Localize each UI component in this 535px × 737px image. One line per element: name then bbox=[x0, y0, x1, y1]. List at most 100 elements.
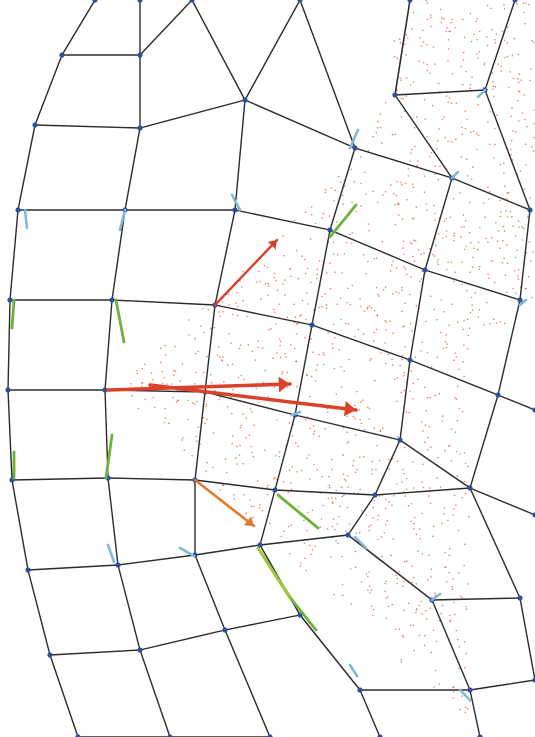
particle bbox=[461, 596, 464, 599]
particle bbox=[375, 468, 377, 471]
particle bbox=[402, 240, 405, 243]
particle bbox=[384, 102, 387, 104]
particle bbox=[432, 535, 434, 537]
particle bbox=[392, 260, 395, 263]
particle bbox=[471, 166, 474, 168]
particle bbox=[355, 390, 358, 393]
particle bbox=[489, 190, 491, 193]
particle bbox=[395, 194, 398, 197]
particle bbox=[428, 425, 431, 428]
particle bbox=[372, 190, 374, 192]
particle bbox=[486, 4, 489, 7]
particle bbox=[455, 356, 458, 358]
particle bbox=[458, 667, 460, 670]
particle bbox=[384, 590, 387, 593]
particle bbox=[285, 356, 288, 358]
particle bbox=[352, 415, 355, 418]
particle bbox=[503, 322, 506, 325]
particle bbox=[368, 529, 371, 532]
particle bbox=[329, 287, 332, 290]
particle bbox=[150, 372, 153, 374]
particle bbox=[240, 424, 242, 427]
particle bbox=[511, 215, 513, 218]
particle bbox=[450, 140, 453, 143]
particle bbox=[357, 328, 360, 331]
particle bbox=[502, 239, 504, 242]
particle bbox=[365, 193, 367, 196]
particle bbox=[165, 383, 168, 386]
particle bbox=[454, 27, 457, 29]
mesh-node bbox=[392, 92, 398, 98]
particle bbox=[484, 216, 486, 218]
particle bbox=[425, 409, 428, 412]
particle bbox=[384, 507, 387, 510]
particle bbox=[347, 486, 349, 488]
particle bbox=[371, 468, 374, 471]
particle bbox=[406, 37, 409, 39]
particle bbox=[301, 255, 303, 257]
particle bbox=[334, 528, 336, 531]
particle bbox=[342, 427, 345, 429]
particle bbox=[217, 346, 220, 348]
particle bbox=[295, 385, 298, 388]
particle bbox=[396, 483, 398, 485]
particle bbox=[448, 554, 451, 557]
particle bbox=[388, 458, 390, 461]
particle bbox=[330, 556, 333, 558]
particle bbox=[249, 408, 252, 410]
particle bbox=[450, 428, 453, 430]
particle bbox=[378, 459, 381, 462]
particle bbox=[453, 232, 456, 235]
particle bbox=[396, 460, 399, 463]
particle bbox=[389, 320, 391, 323]
particle bbox=[375, 328, 378, 331]
particle bbox=[243, 378, 245, 381]
particle bbox=[409, 293, 411, 296]
particle bbox=[416, 164, 418, 167]
particle bbox=[396, 577, 399, 580]
particle bbox=[501, 30, 504, 32]
particle bbox=[445, 334, 448, 336]
particle bbox=[435, 640, 438, 643]
particle bbox=[441, 522, 443, 525]
particle bbox=[274, 248, 277, 251]
particle bbox=[219, 315, 221, 318]
particle bbox=[388, 468, 390, 470]
mesh-node bbox=[47, 652, 53, 658]
particle bbox=[384, 342, 386, 344]
particle bbox=[377, 120, 379, 123]
particle bbox=[413, 260, 416, 263]
particle bbox=[248, 434, 251, 437]
particle bbox=[429, 502, 432, 505]
particle bbox=[492, 88, 494, 91]
particle bbox=[402, 325, 404, 328]
mesh-node bbox=[167, 734, 173, 737]
particle bbox=[469, 312, 472, 314]
particle bbox=[461, 695, 463, 697]
particle bbox=[240, 286, 243, 288]
particle bbox=[153, 406, 156, 409]
vector-light-blue bbox=[118, 208, 127, 232]
particle bbox=[436, 356, 439, 359]
particle bbox=[359, 488, 362, 491]
particle bbox=[315, 369, 318, 371]
particle bbox=[309, 478, 311, 480]
particle bbox=[273, 276, 275, 279]
particle bbox=[445, 230, 448, 232]
particle bbox=[246, 315, 248, 318]
particle bbox=[496, 114, 498, 116]
particle bbox=[489, 111, 492, 113]
particle bbox=[516, 249, 519, 251]
particle bbox=[467, 347, 469, 350]
particle bbox=[462, 18, 464, 21]
particle bbox=[429, 396, 432, 399]
particle bbox=[187, 418, 189, 421]
particle bbox=[283, 530, 285, 533]
particle bbox=[410, 152, 412, 154]
mesh-node bbox=[517, 595, 523, 601]
particle bbox=[335, 539, 337, 542]
particle bbox=[413, 217, 415, 220]
particle bbox=[266, 266, 269, 269]
particle bbox=[305, 569, 308, 572]
particle bbox=[471, 266, 474, 268]
